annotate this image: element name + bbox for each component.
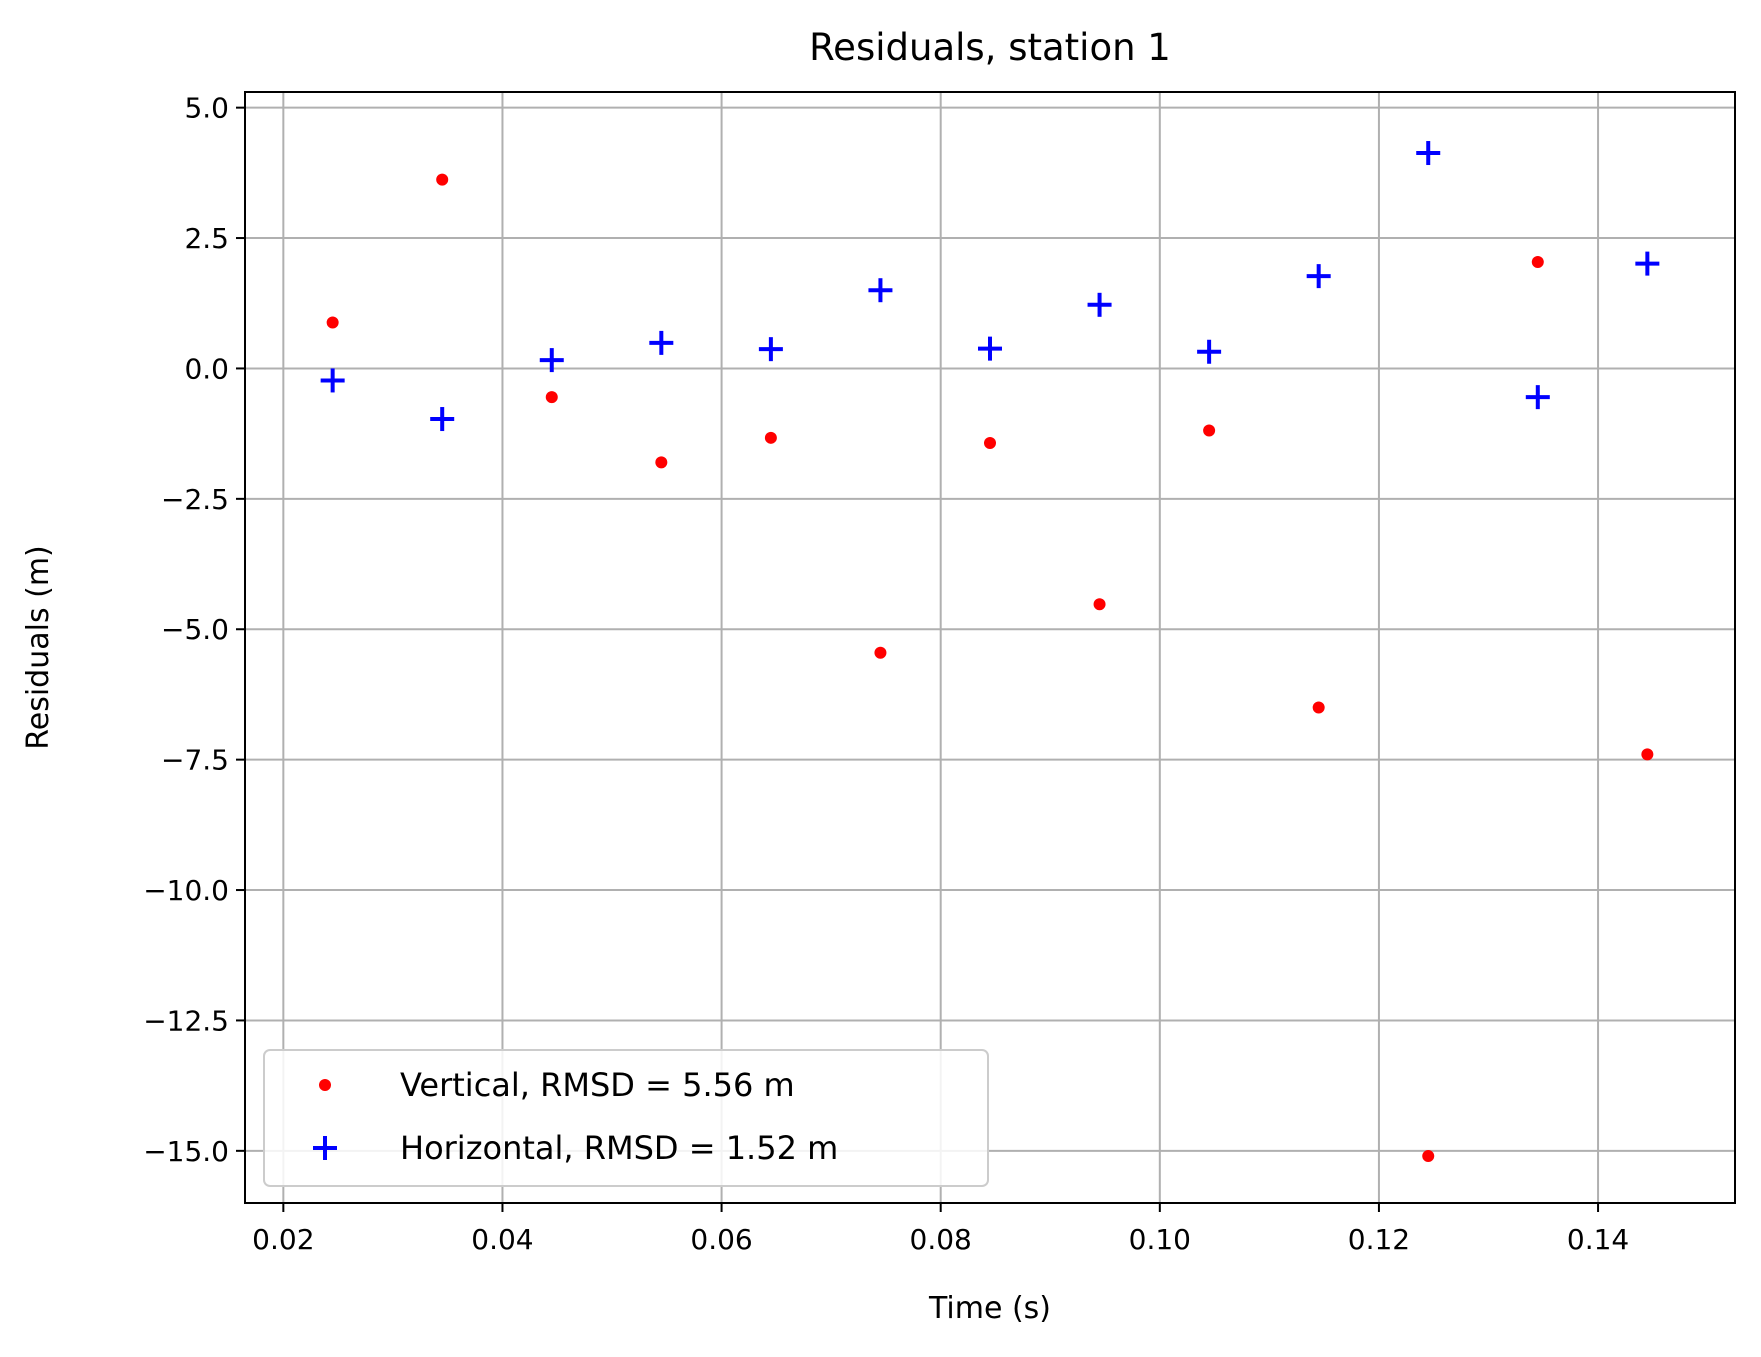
x-axis-ticks: 0.02 0.04 0.06 0.08 0.10 0.12 0.14: [252, 1203, 1629, 1256]
horizontal-residual-point: [320, 368, 345, 393]
x-tick-label: 0.14: [1567, 1223, 1629, 1256]
x-axis-title: Time (s): [928, 1291, 1051, 1326]
y-tick-label: −7.5: [161, 744, 229, 777]
horizontal-residual-point: [1635, 251, 1660, 276]
y-tick-label: −15.0: [143, 1135, 229, 1168]
y-axis-title: Residuals (m): [21, 545, 56, 750]
plot-frame: [244, 91, 1736, 1204]
vertical-residual-point: [1641, 748, 1654, 761]
x-tick-label: 0.02: [252, 1223, 314, 1256]
vertical-residual-point: [1203, 424, 1216, 437]
horizontal-residual-point: [1197, 339, 1222, 364]
legend-label: Vertical, RMSD = 5.56 m: [400, 1066, 795, 1104]
vertical-residual-point: [545, 391, 558, 404]
vertical-residual-point: [1422, 1150, 1435, 1163]
vertical-residual-point: [1531, 256, 1544, 269]
legend: Vertical, RMSD = 5.56 m Horizontal, RMSD …: [263, 1049, 989, 1187]
legend-vertical-marker: [319, 1079, 331, 1091]
chart-title: Residuals, station 1: [809, 26, 1171, 69]
x-tick-label: 0.06: [690, 1223, 752, 1256]
vertical-residual-point: [1093, 598, 1106, 611]
y-tick-label: −10.0: [143, 874, 229, 907]
y-tick-label: 5.0: [184, 92, 229, 125]
horizontal-residual-point: [1306, 264, 1331, 289]
y-tick-label: 0.0: [184, 352, 229, 385]
horizontal-residual-point: [1416, 141, 1441, 166]
x-tick-label: 0.04: [471, 1223, 533, 1256]
vertical-residual-point: [874, 646, 887, 659]
vertical-residual-point: [326, 316, 339, 329]
legend-label: Horizontal, RMSD = 1.52 m: [400, 1129, 838, 1167]
grid: [245, 92, 1735, 1203]
y-tick-label: −12.5: [143, 1004, 229, 1037]
vertical-residual-point: [984, 437, 996, 450]
y-tick-label: −2.5: [161, 483, 229, 516]
legend-horizontal-marker: [313, 1136, 337, 1160]
vertical-residual-point: [655, 456, 668, 469]
y-tick-label: −5.0: [161, 613, 229, 646]
data-points: [320, 141, 1660, 1163]
horizontal-residual-point: [1525, 385, 1550, 410]
vertical-residual-point: [764, 431, 777, 444]
legend-box: [263, 1049, 989, 1187]
y-tick-label: 2.5: [184, 222, 229, 255]
x-tick-label: 0.10: [1129, 1223, 1191, 1256]
horizontal-residual-point: [649, 330, 674, 355]
vertical-residual-point: [436, 173, 449, 186]
y-axis-ticks: 5.0 2.5 0.0 −2.5 −5.0 −7.5 −10.0 −12.5 −15.0: [143, 92, 245, 1168]
horizontal-residual-point: [539, 348, 564, 373]
horizontal-residual-point: [758, 337, 783, 362]
vertical-residual-point: [1312, 701, 1325, 714]
x-tick-label: 0.08: [910, 1223, 972, 1256]
horizontal-residual-point: [1087, 292, 1112, 317]
horizontal-residual-point: [978, 336, 1002, 361]
x-tick-label: 0.12: [1348, 1223, 1410, 1256]
horizontal-residual-point: [868, 278, 893, 303]
horizontal-residual-point: [430, 407, 455, 432]
